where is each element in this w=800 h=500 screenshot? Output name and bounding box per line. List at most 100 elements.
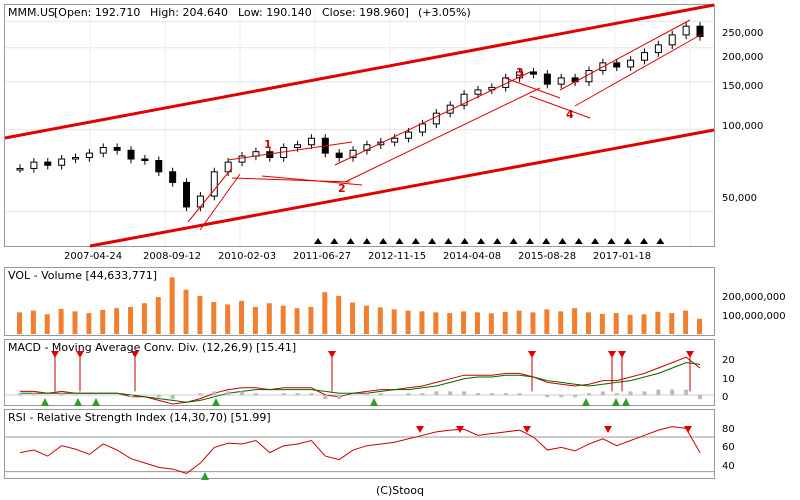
price-candle-body bbox=[169, 171, 177, 183]
volume-bar bbox=[544, 309, 550, 334]
volume-bar bbox=[308, 306, 314, 334]
rsi-panel-frame bbox=[4, 409, 715, 479]
volume-bar bbox=[336, 295, 342, 334]
macd-histogram-bar bbox=[45, 395, 50, 396]
macd-histogram-bar bbox=[628, 391, 633, 396]
signal-marker-black bbox=[493, 238, 502, 244]
volume-bar bbox=[627, 314, 633, 334]
price-candle-body bbox=[432, 112, 440, 125]
macd-sell-marker bbox=[608, 351, 616, 358]
volume-bar bbox=[405, 310, 411, 334]
macd-sell-marker bbox=[686, 351, 694, 358]
price-candle-body bbox=[460, 93, 468, 106]
macd-histogram-bar bbox=[684, 389, 689, 396]
volume-bar bbox=[558, 311, 564, 334]
macd-histogram-bar bbox=[156, 395, 161, 398]
signal-marker-black bbox=[362, 238, 371, 244]
macd-histogram-bar bbox=[295, 393, 300, 396]
macd-histogram-bar bbox=[337, 395, 342, 400]
volume-bar bbox=[683, 310, 689, 334]
macd-buy-marker bbox=[92, 398, 100, 406]
macd-buy-marker bbox=[212, 398, 220, 406]
signal-marker-black bbox=[314, 238, 322, 244]
signal-marker-black bbox=[346, 238, 355, 244]
price-candle-body bbox=[529, 71, 537, 75]
price-candle-body bbox=[696, 25, 704, 37]
price-title-open: [Open: 192.710 bbox=[54, 6, 140, 19]
macd-sell-marker bbox=[76, 351, 84, 358]
rsi-y-tick: 40 bbox=[722, 461, 735, 472]
price-candle-body bbox=[405, 131, 413, 139]
price-y-tick: 100,000 bbox=[722, 121, 763, 132]
volume-bar bbox=[197, 295, 203, 334]
signal-markers bbox=[41, 238, 694, 480]
volume-bar bbox=[183, 289, 189, 334]
volume-bar bbox=[502, 311, 508, 334]
volume-bar bbox=[613, 313, 619, 334]
signal-marker-black bbox=[607, 238, 616, 244]
macd-histogram-bar bbox=[545, 395, 550, 398]
signal-marker-black bbox=[640, 238, 648, 244]
macd-lines bbox=[5, 356, 714, 405]
macd-histogram-bar bbox=[129, 395, 134, 398]
signal-marker-black bbox=[509, 238, 518, 244]
volume-bar bbox=[72, 311, 78, 334]
macd-histogram-bar bbox=[18, 393, 22, 396]
signal-marker-black bbox=[574, 238, 583, 244]
price-candle-body bbox=[613, 62, 621, 68]
price-candle-body bbox=[307, 137, 315, 146]
price-candle-body bbox=[349, 149, 357, 159]
macd-histogram-bar bbox=[406, 393, 411, 396]
price-candle-body bbox=[557, 77, 565, 85]
macd-y-tick: 10 bbox=[722, 374, 735, 385]
macd-histogram-bar bbox=[586, 393, 591, 396]
volume-bar bbox=[530, 312, 536, 334]
volume-bar bbox=[44, 314, 50, 334]
price-candle-body bbox=[183, 181, 191, 208]
volume-bar bbox=[239, 300, 245, 334]
footer-credit: (C)Stooq bbox=[375, 484, 424, 497]
rsi-title: RSI - Relative Strength Index (14,30,70)… bbox=[8, 411, 271, 424]
price-candle-body bbox=[58, 158, 66, 166]
macd-histogram-bar bbox=[170, 395, 175, 400]
macd-histogram-bar bbox=[253, 393, 258, 396]
x-tick-label: 2015-08-28 bbox=[518, 251, 576, 262]
macd-sell-marker bbox=[51, 351, 59, 358]
macd-histogram-bar bbox=[267, 395, 272, 396]
volume-bar bbox=[461, 311, 467, 334]
price-candle-body bbox=[668, 34, 676, 46]
volume-bar bbox=[225, 304, 231, 334]
volume-bar bbox=[114, 308, 120, 334]
rsi-y-tick: 60 bbox=[722, 442, 735, 453]
price-title-symbol: MMM.US bbox=[8, 6, 55, 19]
volume-bar bbox=[377, 307, 383, 334]
macd-histogram-bar bbox=[226, 391, 231, 396]
price-candle-body bbox=[543, 73, 551, 85]
x-tick-label: 2008-09-12 bbox=[143, 251, 201, 262]
annotation-label: 2 bbox=[338, 182, 346, 195]
trend-channels bbox=[4, 3, 715, 248]
price-candle-body bbox=[335, 152, 343, 159]
volume-bar bbox=[363, 305, 369, 334]
macd-buy-marker bbox=[622, 398, 630, 406]
price-candle-body bbox=[627, 59, 635, 68]
trend-channel-line bbox=[504, 77, 561, 99]
price-y-tick: 250,000 bbox=[722, 28, 763, 39]
volume-bar bbox=[30, 310, 36, 334]
macd-histogram-bar bbox=[531, 395, 536, 396]
price-candle-body bbox=[640, 52, 648, 61]
trend-channel-line bbox=[559, 19, 691, 91]
macd-histogram-bar bbox=[281, 393, 286, 396]
macd-histogram-bar bbox=[642, 391, 647, 396]
annotation-label: 4 bbox=[566, 108, 574, 121]
volume-title: VOL - Volume [44,633,771] bbox=[8, 269, 157, 282]
rsi-sell-marker bbox=[523, 426, 531, 433]
rsi-sell-marker bbox=[604, 426, 612, 433]
volume-bar bbox=[211, 302, 217, 334]
macd-histogram-bar bbox=[614, 393, 619, 396]
macd-histogram-bar bbox=[364, 393, 369, 396]
x-tick-label: 2007-04-24 bbox=[64, 251, 122, 262]
macd-histogram-bar bbox=[115, 395, 120, 396]
signal-marker-black bbox=[477, 238, 485, 244]
